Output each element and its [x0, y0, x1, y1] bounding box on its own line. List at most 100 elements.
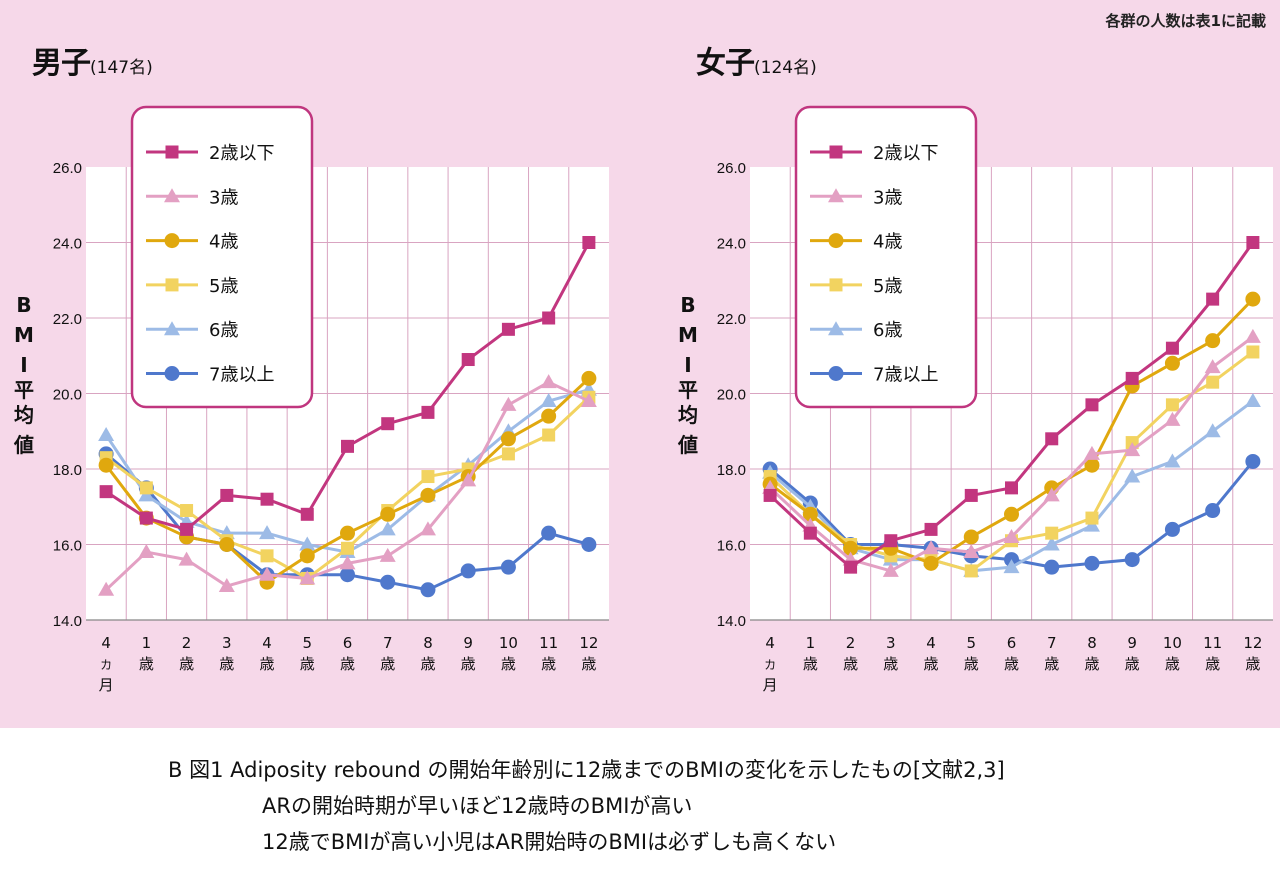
girls-y-tick-label: 24.0 — [717, 236, 746, 253]
girls-point-ge7 — [1124, 552, 1140, 568]
boys-y-tick-label: 24.0 — [53, 236, 82, 253]
figure-caption: B 図1 Adiposity rebound の開始年齢別に12歳までのBMIの… — [0, 752, 1280, 860]
girls-point-y4 — [1084, 457, 1100, 473]
girls-point-ge7 — [1245, 453, 1261, 469]
girls-point-y3 — [923, 540, 940, 555]
boys-point-y5 — [542, 428, 556, 442]
boys-point-y3 — [138, 544, 155, 559]
girls-point-y4 — [963, 529, 979, 545]
boys-point-y4 — [340, 525, 355, 541]
girls-y-tick-label: 22.0 — [717, 311, 746, 328]
girls-point-le2 — [1246, 236, 1260, 249]
boys-point-le2 — [260, 492, 274, 506]
boys-point-y6 — [379, 521, 396, 536]
girls-point-le2 — [924, 522, 938, 536]
girls-point-le2 — [1005, 481, 1018, 495]
boys-title: 男子 — [32, 46, 91, 81]
boys-point-y5 — [260, 549, 274, 563]
boys-legend-label-ge7: 7歳以上 — [209, 365, 274, 386]
boys-point-y4 — [380, 506, 396, 522]
girls-point-y3 — [1204, 359, 1221, 374]
girls-x-tick-label: 10 歳 — [1163, 634, 1182, 673]
girls-point-y5 — [1045, 526, 1059, 540]
boys-point-le2 — [461, 353, 475, 367]
girls-point-y3 — [1124, 442, 1141, 457]
boys-point-y4 — [299, 548, 315, 564]
boys-y-tick-label: 16.0 — [53, 538, 82, 555]
boys-point-y3 — [500, 396, 517, 411]
girls-legend-marker-y6 — [828, 321, 844, 336]
boys-y-tick-label: 14.0 — [53, 613, 82, 630]
boys-point-y6 — [540, 393, 557, 408]
girls-point-le2 — [803, 526, 817, 540]
girls-point-y6 — [1204, 423, 1221, 438]
girls-y-tick-label: 20.0 — [717, 387, 746, 404]
girls-point-y3 — [882, 562, 899, 577]
boys-point-y5 — [180, 504, 194, 518]
girls-point-le2 — [1206, 292, 1220, 306]
boys-point-le2 — [300, 507, 314, 521]
girls-legend-marker-le2 — [829, 145, 843, 159]
boys-legend-marker-y4 — [164, 233, 180, 249]
boys-y-tick-label: 22.0 — [53, 311, 82, 328]
girls-x-tick-label: 12 歳 — [1243, 634, 1262, 673]
boys-point-y3 — [178, 551, 195, 566]
girls-point-le2 — [763, 488, 777, 502]
boys-point-y3 — [259, 566, 276, 581]
girls-point-y4 — [1205, 333, 1221, 349]
girls-point-y6 — [1083, 517, 1100, 532]
girls-point-y6 — [1244, 393, 1261, 408]
boys-point-le2 — [421, 405, 435, 419]
girls-point-y3 — [1244, 328, 1261, 343]
boys-point-le2 — [501, 322, 515, 336]
boys-point-y3 — [540, 374, 557, 389]
girls-point-y5 — [964, 564, 978, 578]
boys-point-y6 — [299, 536, 316, 551]
girls-point-y4 — [1004, 506, 1019, 522]
boys-point-y3 — [580, 393, 597, 408]
girls-point-y4 — [1245, 291, 1261, 307]
girls-x-tick-label: 11 歳 — [1203, 634, 1222, 673]
girls-legend-label-y4: 4歳 — [873, 232, 902, 253]
boys-point-ge7 — [500, 559, 516, 575]
girls-point-ge7 — [1205, 503, 1221, 519]
boys-point-le2 — [220, 488, 234, 502]
boys-point-y4 — [581, 370, 597, 386]
girls-point-y6 — [1003, 559, 1020, 574]
girls-legend-label-le2: 2歳以下 — [873, 143, 938, 164]
boys-point-y3 — [339, 555, 356, 570]
girls-y-tick-label: 14.0 — [717, 613, 746, 630]
boys-point-y3 — [460, 472, 477, 487]
girls-point-y6 — [1043, 536, 1060, 551]
girls-legend-label-y5: 5歳 — [873, 276, 902, 297]
boys-legend-marker-le2 — [165, 145, 179, 159]
caption-line-2: ARの開始時期が早いほど12歳時のBMIが高い — [262, 794, 693, 818]
girls-chart-title: 女子(124名) — [696, 38, 817, 82]
boys-legend-label-le2: 2歳以下 — [209, 143, 274, 164]
boys-point-ge7 — [541, 525, 557, 541]
girls-y-tick-label: 26.0 — [717, 160, 746, 177]
boys-point-y3 — [379, 547, 396, 562]
girls-point-le2 — [1165, 341, 1179, 355]
girls-point-le2 — [844, 560, 858, 574]
boys-point-y4 — [541, 408, 557, 424]
boys-y-axis-label: B M I 平均値 — [13, 293, 34, 457]
girls-point-y5 — [1165, 398, 1179, 412]
boys-point-le2 — [582, 236, 596, 249]
girls-legend-marker-y5 — [829, 278, 843, 292]
girls-point-y4 — [923, 555, 939, 571]
boys-x-tick-label: 10 歳 — [499, 634, 518, 673]
boys-point-y3 — [218, 578, 235, 593]
girls-point-y5 — [1246, 345, 1260, 359]
